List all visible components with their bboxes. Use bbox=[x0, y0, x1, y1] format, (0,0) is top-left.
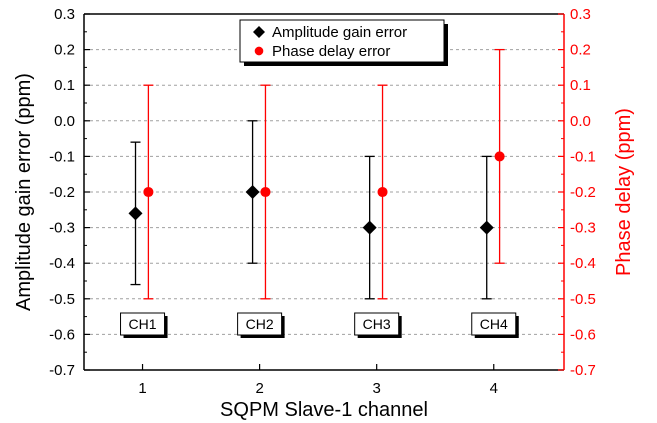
channel-label-text: CH1 bbox=[129, 316, 157, 332]
channel-label: CH3 bbox=[354, 312, 402, 338]
y2-tick-label: -0.6 bbox=[570, 326, 596, 343]
y-tick-label: -0.3 bbox=[49, 220, 75, 237]
y-tick-label: -0.4 bbox=[49, 255, 75, 272]
y2-tick-label: 0.0 bbox=[570, 113, 591, 130]
x-tick-label: 4 bbox=[490, 380, 498, 397]
amplitude-gain-marker bbox=[362, 220, 377, 235]
y-tick-label: 0.3 bbox=[54, 6, 75, 23]
phase-delay-marker bbox=[143, 186, 154, 198]
channel-label-box bbox=[237, 312, 283, 336]
data-series bbox=[128, 48, 505, 300]
y2-tick-label: 0.3 bbox=[570, 6, 591, 23]
legend-amplitude-gain-label: Amplitude gain error bbox=[272, 24, 407, 41]
y2-tick-label: -0.1 bbox=[570, 148, 596, 165]
x-tick-label: 2 bbox=[255, 380, 263, 397]
legend-box bbox=[239, 19, 445, 63]
legend: Amplitude gain error Phase delay error bbox=[239, 19, 448, 66]
y2-tick-label: -0.7 bbox=[570, 362, 596, 379]
x-tick-label: 1 bbox=[138, 380, 146, 397]
x-tick-label: 3 bbox=[373, 380, 381, 397]
phase-delay-marker bbox=[260, 186, 271, 198]
x-axis-title: SQPM Slave-1 channel bbox=[220, 399, 428, 421]
y-tick-label: -0.5 bbox=[49, 291, 75, 308]
y-tick-label: 0.2 bbox=[54, 42, 75, 59]
y-tick-label: -0.7 bbox=[49, 362, 75, 379]
legend-phase-delay-label: Phase delay error bbox=[272, 43, 390, 60]
amplitude-gain-marker bbox=[479, 220, 494, 235]
phase-delay-marker bbox=[494, 151, 505, 162]
y-tick-label: 0.1 bbox=[54, 77, 75, 94]
y2-tick-label: -0.2 bbox=[570, 184, 596, 201]
amplitude-gain-marker bbox=[245, 185, 260, 199]
channel-annotations: CH1 CH2 CH3 CH4 bbox=[120, 312, 519, 338]
y-tick-label: 0.0 bbox=[54, 113, 75, 130]
gridlines bbox=[84, 49, 564, 335]
legend-amplitude-gain-marker bbox=[253, 26, 265, 38]
y2-tick-label: 0.2 bbox=[570, 42, 591, 59]
channel-label: CH4 bbox=[471, 312, 519, 338]
channel-label-text: CH3 bbox=[363, 316, 391, 332]
amplitude-gain-marker bbox=[128, 206, 143, 221]
y-tick-label: -0.2 bbox=[49, 184, 75, 201]
y-tick-label: -0.1 bbox=[49, 148, 75, 165]
channel-label-text: CH4 bbox=[480, 316, 508, 332]
channel-label-box bbox=[120, 312, 166, 336]
y2-tick-label: -0.3 bbox=[570, 220, 596, 237]
channel-label: CH2 bbox=[237, 312, 285, 338]
axes: 0.3 0.2 0.1 0.0 -0.1 -0.2 -0.3 -0.4 -0.5 -0.6 -0.7… bbox=[49, 6, 596, 397]
channel-label-box bbox=[471, 312, 517, 336]
channel-label-text: CH2 bbox=[246, 316, 274, 332]
y2-tick-label: 0.1 bbox=[570, 77, 591, 94]
legend-entry: Phase delay error bbox=[254, 43, 390, 60]
y2-tick-label: -0.5 bbox=[570, 291, 596, 308]
y-axis-title: Amplitude gain error (ppm) bbox=[13, 73, 35, 311]
y2-tick-label: -0.4 bbox=[570, 255, 596, 272]
y-tick-label: -0.6 bbox=[49, 326, 75, 343]
phase-delay-marker bbox=[377, 186, 388, 198]
y2-axis-title: Phase delay (ppm) bbox=[613, 108, 635, 276]
channel-label: CH1 bbox=[120, 312, 168, 338]
legend-entry: Amplitude gain error bbox=[253, 24, 407, 41]
channel-label-box bbox=[354, 312, 400, 336]
legend-phase-delay-marker bbox=[254, 46, 264, 56]
